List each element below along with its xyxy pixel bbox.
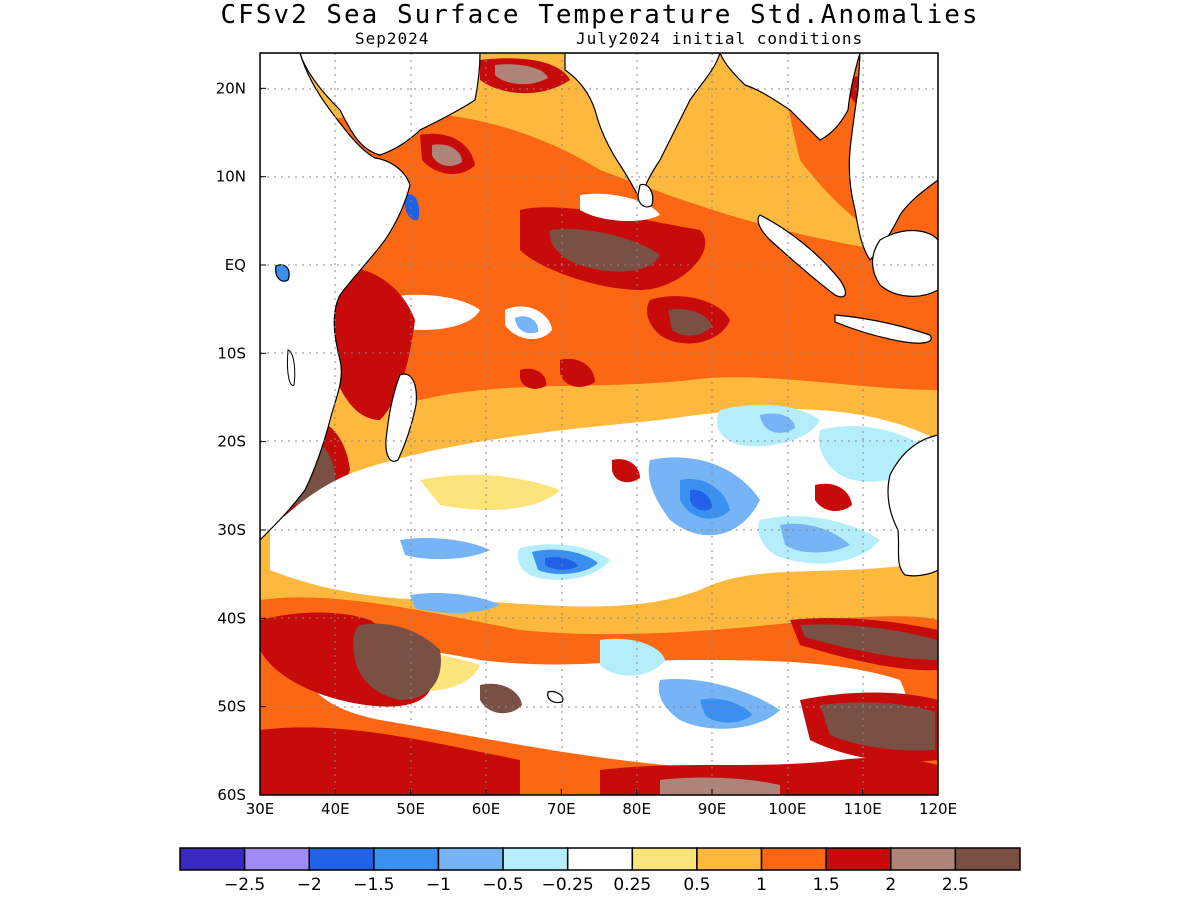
colorbar-swatch: [954, 847, 1021, 871]
lon-tick-label: 50E: [396, 800, 425, 818]
colorbar-swatch: [566, 847, 634, 871]
colorbar-label: −0.25: [542, 875, 594, 895]
lon-tick-label: 90E: [698, 800, 727, 818]
colorbar-label: 1: [756, 875, 767, 895]
colorbar-swatch: [760, 847, 827, 871]
map-gridlines: [260, 53, 938, 795]
colorbar-label: 2: [885, 875, 896, 895]
lat-tick-label: EQ: [225, 256, 246, 274]
colorbar-label: 0.25: [613, 875, 651, 895]
lon-tick-label: 60E: [472, 800, 501, 818]
lon-tick-label: 30E: [246, 800, 275, 818]
colorbar-swatch: [179, 847, 246, 871]
colorbar-label: 2.5: [942, 875, 969, 895]
colorbar-swatch: [308, 847, 375, 871]
lon-tick-label: 70E: [547, 800, 576, 818]
colorbar-swatch: [243, 847, 310, 871]
colorbar: −2.5 −2 −1.5 −1 −0.5 −0.25 0.25 0.5 1 1.5 2 2.5: [179, 847, 1021, 895]
colorbar-swatch: [890, 847, 957, 871]
colorbar-label: −1: [426, 875, 451, 895]
forecast-month: Sep2024: [355, 29, 430, 48]
lat-tick-label: 10S: [217, 344, 246, 362]
latitude-axis: 20N 10N EQ 10S 20S 30S 40S 50S 60S: [216, 79, 266, 804]
lon-tick-label: 100E: [768, 800, 806, 818]
lat-tick-label: 30S: [217, 521, 246, 539]
colorbar-swatch: [502, 847, 569, 871]
land-masses: [260, 53, 938, 704]
colorbar-label: 0.5: [683, 875, 710, 895]
lon-tick-label: 40E: [321, 800, 350, 818]
lat-tick-label: 60S: [217, 786, 246, 804]
anomaly-field: [260, 53, 938, 795]
colorbar-label: −2.5: [224, 875, 265, 895]
lat-tick-label: 20N: [216, 79, 246, 97]
lon-tick-label: 80E: [622, 800, 651, 818]
colorbar-swatch: [631, 847, 698, 871]
map-title: CFSv2 Sea Surface Temperature Std.Anomal…: [220, 0, 980, 30]
lon-tick-label: 120E: [919, 800, 957, 818]
colorbar-swatch: [825, 847, 892, 871]
lat-tick-label: 20S: [217, 433, 246, 451]
colorbar-label: −2: [297, 875, 322, 895]
lat-tick-label: 10N: [216, 168, 246, 186]
lat-tick-label: 40S: [217, 609, 246, 627]
colorbar-swatch: [696, 847, 763, 871]
colorbar-label: 1.5: [813, 875, 840, 895]
colorbar-swatch: [373, 847, 440, 871]
lon-tick-label: 110E: [844, 800, 882, 818]
colorbar-label: −0.5: [482, 875, 523, 895]
initial-conditions: July2024 initial conditions: [576, 29, 864, 48]
colorbar-swatch: [437, 847, 504, 871]
map-frame: [259, 52, 939, 796]
colorbar-label: −1.5: [353, 875, 394, 895]
lat-tick-label: 50S: [217, 698, 246, 716]
longitude-axis: 30E 40E 50E 60E 70E 80E 90E 100E 110E 120E: [246, 789, 957, 818]
